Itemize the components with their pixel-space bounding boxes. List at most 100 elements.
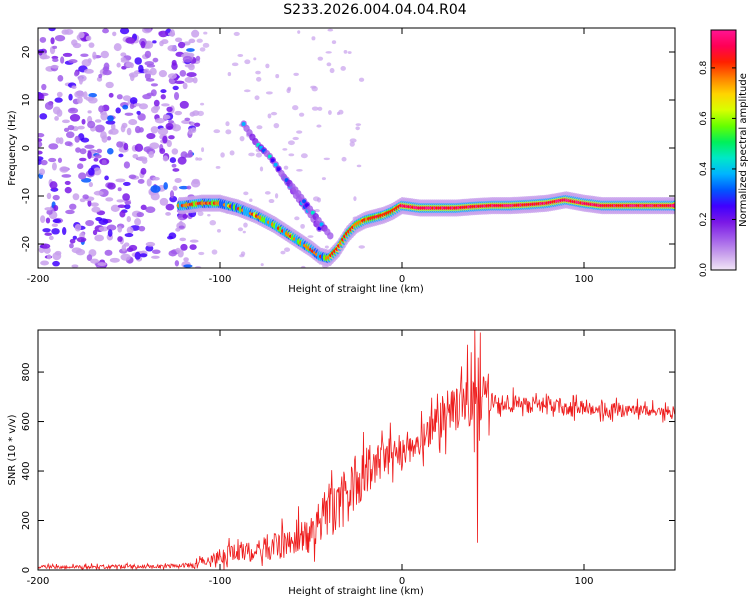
noise-blob xyxy=(136,211,145,218)
branch-core xyxy=(241,122,246,126)
noise-blob xyxy=(188,128,193,135)
noise-blob xyxy=(197,157,203,161)
noise-blob xyxy=(124,112,134,116)
noise-blob xyxy=(140,204,147,210)
noise-blob xyxy=(338,109,344,115)
noise-blob xyxy=(54,116,59,121)
noise-blob xyxy=(248,152,255,157)
noise-blob xyxy=(77,163,84,170)
noise-blob xyxy=(198,251,205,256)
noise-blob xyxy=(132,153,139,159)
noise-blob xyxy=(171,148,179,155)
noise-blob xyxy=(40,260,50,266)
noise-blob xyxy=(160,89,167,94)
noise-blob xyxy=(95,216,103,222)
noise-blob xyxy=(149,142,160,150)
noise-blob xyxy=(87,58,92,64)
noise-blob xyxy=(116,141,124,148)
noise-blob xyxy=(275,74,280,79)
noise-blob xyxy=(256,76,262,82)
noise-blob xyxy=(307,235,314,238)
noise-blob xyxy=(144,50,152,59)
noise-blob xyxy=(229,150,235,156)
noise-blob xyxy=(107,182,116,190)
colorbar-tick-label: 0.6 xyxy=(699,111,709,126)
noise-blob xyxy=(142,94,152,100)
noise-blob xyxy=(182,214,188,219)
noise-blob xyxy=(134,218,142,226)
noise-blob xyxy=(38,156,44,161)
noise-blob xyxy=(83,91,88,100)
noise-blob xyxy=(65,209,75,215)
snr-marks xyxy=(38,330,675,570)
spectrogram-xtick-label: -200 xyxy=(27,274,50,285)
noise-blob xyxy=(209,220,217,226)
noise-blob xyxy=(356,164,362,168)
noise-blob xyxy=(116,199,125,203)
snr-series-line xyxy=(38,330,675,570)
noise-blob xyxy=(48,28,56,32)
noise-blob xyxy=(327,28,334,32)
noise-blob xyxy=(254,95,260,101)
noise-blob xyxy=(128,174,137,179)
noise-blob xyxy=(61,174,72,178)
noise-blob xyxy=(115,178,126,183)
noise-blob xyxy=(98,73,103,79)
noise-blob xyxy=(60,56,65,64)
noise-blob xyxy=(49,235,54,241)
noise-blob xyxy=(48,143,59,150)
noise-blob xyxy=(195,55,201,61)
noise-blob xyxy=(71,247,82,254)
noise-blob xyxy=(292,136,299,141)
noise-blob xyxy=(94,119,102,123)
noise-blob xyxy=(119,28,130,35)
noise-blob xyxy=(69,238,76,244)
noise-blob xyxy=(76,96,83,104)
noise-blob xyxy=(62,52,73,57)
noise-blob xyxy=(48,157,57,163)
noise-blob xyxy=(92,229,98,236)
noise-blob xyxy=(51,162,57,171)
noise-blob xyxy=(117,187,122,192)
noise-blob xyxy=(145,241,156,247)
noise-blob xyxy=(110,204,120,213)
noise-blob xyxy=(105,81,114,89)
noise-blob xyxy=(287,86,292,91)
trace-core xyxy=(671,204,675,207)
noise-blob xyxy=(171,59,177,66)
noise-blob xyxy=(233,31,240,36)
noise-blob xyxy=(172,85,179,91)
noise-blob xyxy=(97,262,107,267)
noise-blob xyxy=(74,135,80,143)
noise-blob xyxy=(88,42,95,48)
noise-blob xyxy=(167,73,177,79)
noise-blob xyxy=(173,91,180,101)
noise-blob xyxy=(187,149,193,158)
noise-blob xyxy=(284,247,291,252)
noise-blob xyxy=(73,71,79,77)
noise-blob xyxy=(54,250,62,256)
noise-blob xyxy=(294,216,300,221)
noise-blob xyxy=(104,249,113,256)
noise-blob xyxy=(300,223,305,229)
snr-ytick-label: 400 xyxy=(21,461,32,480)
noise-blob xyxy=(145,206,156,214)
noise-blob xyxy=(106,224,117,231)
noise-blob xyxy=(171,163,177,168)
noise-blob xyxy=(54,34,66,42)
noise-blob xyxy=(93,167,102,176)
noise-blob xyxy=(100,50,110,59)
noise-blob xyxy=(165,122,174,130)
noise-blob xyxy=(243,191,249,196)
noise-blob xyxy=(87,150,92,160)
noise-blob xyxy=(341,156,347,162)
noise-blob xyxy=(231,62,239,67)
noise-blob xyxy=(69,203,77,210)
noise-blob xyxy=(145,245,154,252)
colorbar: 0.0 0.2 0.4 0.6 0.8 Normalized spectral ampl… xyxy=(699,29,749,277)
noise-blob xyxy=(44,232,53,236)
noise-blob xyxy=(225,121,230,127)
noise-blob xyxy=(293,72,299,76)
noise-blob xyxy=(107,229,113,237)
noise-blob xyxy=(260,263,264,267)
